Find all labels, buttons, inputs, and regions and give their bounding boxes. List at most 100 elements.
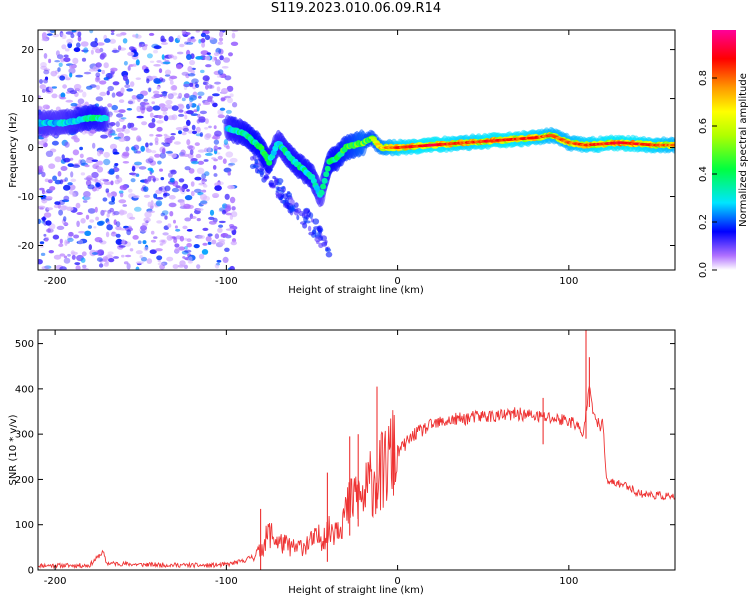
noise-blob: [156, 120, 164, 124]
noise-blob: [214, 130, 222, 137]
snr-marks: [38, 330, 675, 570]
noise-blob: [110, 67, 118, 72]
noise-blob: [188, 168, 195, 174]
noise-blob: [142, 240, 147, 245]
noise-blob: [228, 162, 236, 166]
noise-blob: [148, 122, 156, 129]
noise-blob: [229, 93, 234, 98]
noise-blob: [106, 224, 113, 231]
noise-blob: [149, 175, 155, 179]
noise-blob: [95, 72, 101, 78]
noise-blob: [173, 141, 181, 145]
noise-blob: [59, 75, 66, 81]
noise-blob: [71, 254, 76, 260]
noise-blob: [202, 227, 209, 231]
noise-blob: [40, 61, 47, 68]
noise-blob: [130, 178, 136, 183]
noise-blob: [63, 222, 69, 226]
noise-blob: [225, 151, 234, 158]
noise-blob: [149, 142, 153, 146]
noise-blob: [61, 34, 67, 39]
noise-blob: [181, 71, 189, 76]
noise-blob: [82, 264, 87, 269]
noise-blob: [66, 206, 74, 211]
ridge-mid: [324, 165, 331, 172]
noise-blob: [212, 93, 220, 97]
noise-blob: [201, 249, 209, 255]
snr-panel: -200 -100 0 100 0 100 200 300 400 500 Height of s…: [8, 329, 676, 596]
noise-blob: [162, 111, 168, 115]
noise-blob: [121, 239, 126, 245]
noise-blob: [86, 157, 94, 161]
noise-blob: [100, 52, 107, 58]
noise-blob: [221, 66, 229, 69]
noise-blob: [165, 151, 173, 154]
noise-blob: [208, 220, 217, 225]
noise-blob: [216, 259, 222, 263]
noise-blob: [200, 32, 206, 38]
noise-blob: [200, 69, 205, 74]
noise-blob: [122, 74, 128, 81]
noise-blob: [64, 141, 70, 148]
noise-blob: [107, 251, 114, 255]
noise-blob: [120, 117, 127, 120]
noise-blob: [75, 202, 81, 209]
noise-blob: [95, 182, 102, 187]
noise-blob: [178, 92, 183, 99]
noise-blob: [95, 62, 102, 68]
noise-blob: [58, 209, 63, 216]
noise-blob: [157, 160, 162, 165]
noise-blob: [153, 45, 162, 50]
noise-blob: [159, 243, 164, 246]
drift-blob: [280, 186, 285, 190]
noise-blob: [67, 163, 74, 168]
noise-blob: [52, 33, 60, 38]
noise-blob: [83, 71, 92, 75]
noise-blob: [204, 34, 210, 41]
noise-blob: [104, 38, 111, 43]
noise-blob: [219, 31, 224, 38]
noise-blob: [214, 59, 221, 66]
noise-blob: [227, 171, 231, 176]
noise-blob: [230, 41, 239, 46]
noise-blob: [88, 244, 93, 251]
noise-blob: [158, 103, 166, 108]
noise-blob: [52, 175, 58, 182]
spectrogram-x-tick-label: 0: [394, 276, 400, 287]
noise-blob: [58, 199, 65, 206]
noise-blob: [64, 177, 68, 182]
noise-blob: [106, 90, 110, 96]
noise-blob: [156, 220, 163, 224]
noise-blob: [151, 177, 160, 182]
noise-blob: [50, 70, 58, 77]
noise-blob: [186, 119, 191, 126]
noise-blob: [154, 137, 159, 143]
noise-blob: [199, 110, 207, 115]
noise-blob: [189, 82, 194, 86]
ridge-core: [368, 136, 376, 140]
noise-blob: [191, 78, 199, 84]
noise-blob: [73, 47, 81, 53]
drift-blob: [325, 251, 333, 258]
noise-blob: [41, 266, 50, 270]
noise-blob: [214, 263, 220, 269]
noise-blob: [38, 259, 43, 265]
noise-blob: [73, 83, 82, 91]
noise-blob: [224, 193, 230, 200]
noise-blob: [195, 56, 203, 60]
drift-blob: [324, 240, 328, 244]
noise-blob: [161, 148, 166, 154]
noise-blob: [72, 149, 80, 156]
noise-blob: [151, 96, 157, 99]
noise-blob: [157, 115, 164, 119]
noise-blob: [96, 221, 104, 226]
noise-blob: [99, 240, 107, 245]
noise-blob: [59, 266, 67, 270]
noise-blob: [108, 258, 115, 263]
snr-y-tick-label: 300: [15, 430, 34, 441]
noise-blob: [70, 102, 78, 107]
noise-blob: [134, 206, 142, 212]
noise-blob: [80, 159, 86, 165]
noise-blob: [84, 164, 90, 168]
